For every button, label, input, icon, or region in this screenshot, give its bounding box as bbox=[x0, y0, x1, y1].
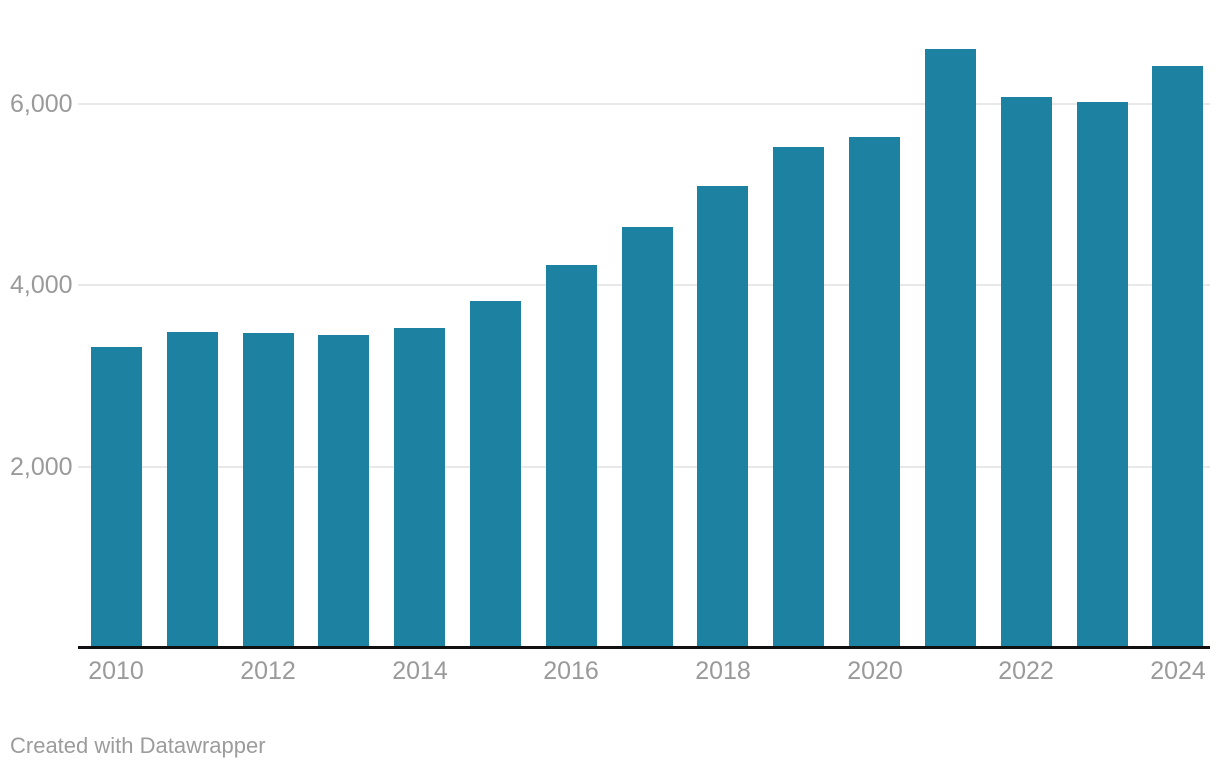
bar-2020[interactable] bbox=[849, 137, 900, 648]
x-axis-label-2010: 2010 bbox=[88, 657, 144, 685]
bar-2022[interactable] bbox=[1001, 97, 1052, 648]
x-axis-label-2016: 2016 bbox=[543, 657, 599, 685]
datawrapper-attribution-link[interactable]: Created with Datawrapper bbox=[10, 733, 266, 758]
y-axis-label-6000: 6,000 bbox=[10, 89, 73, 118]
bar-2023[interactable] bbox=[1077, 102, 1128, 648]
bar-2024[interactable] bbox=[1152, 66, 1203, 648]
x-axis-label-2012: 2012 bbox=[240, 657, 296, 685]
y-axis-label-4000: 4,000 bbox=[10, 271, 73, 299]
x-axis-label-2020: 2020 bbox=[847, 657, 903, 685]
gridline-6000 bbox=[78, 102, 1210, 105]
x-axis-label-2022: 2022 bbox=[998, 657, 1054, 685]
bar-2014[interactable] bbox=[394, 328, 445, 648]
bar-2018[interactable] bbox=[697, 186, 748, 648]
bar-2016[interactable] bbox=[546, 265, 597, 648]
x-axis-label-2024: 2024 bbox=[1150, 657, 1206, 685]
bar-2021[interactable] bbox=[925, 49, 976, 648]
x-axis-label-2018: 2018 bbox=[695, 657, 751, 685]
bar-2010[interactable] bbox=[91, 347, 142, 648]
bar-2013[interactable] bbox=[318, 335, 369, 648]
x-axis-label-2014: 2014 bbox=[392, 657, 448, 685]
bar-2017[interactable] bbox=[622, 227, 673, 648]
bar-2011[interactable] bbox=[167, 332, 218, 648]
y-axis-label-2000: 2,000 bbox=[10, 452, 73, 481]
bar-2012[interactable] bbox=[243, 333, 294, 648]
bar-2015[interactable] bbox=[470, 301, 521, 648]
bar-2019[interactable] bbox=[773, 147, 824, 648]
x-axis-line bbox=[78, 646, 1210, 649]
